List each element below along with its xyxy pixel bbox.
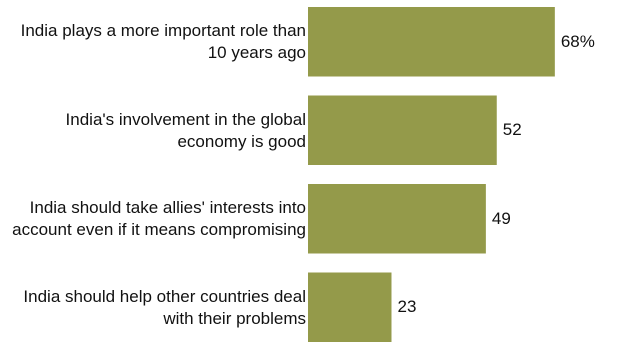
category-label: India should take allies' interests into… xyxy=(4,184,306,254)
bar xyxy=(308,184,486,254)
value-label: 23 xyxy=(397,297,417,317)
bar xyxy=(308,7,555,77)
category-text: India should take allies' interests into… xyxy=(12,198,306,239)
category-text: India plays a more important role than 1… xyxy=(20,21,306,62)
category-text: India should help other countries deal w… xyxy=(23,286,306,328)
bar xyxy=(308,272,392,342)
category-label: India plays a more important role than 1… xyxy=(4,7,306,77)
value-label: 52 xyxy=(502,120,522,140)
bar xyxy=(308,95,497,165)
category-text: India's involvement in the global econom… xyxy=(65,109,306,151)
value-label: 68% xyxy=(560,31,595,51)
value-label: 49 xyxy=(491,208,511,228)
category-label: India's involvement in the global econom… xyxy=(4,96,306,166)
category-label: India should help other countries deal w… xyxy=(4,273,306,343)
